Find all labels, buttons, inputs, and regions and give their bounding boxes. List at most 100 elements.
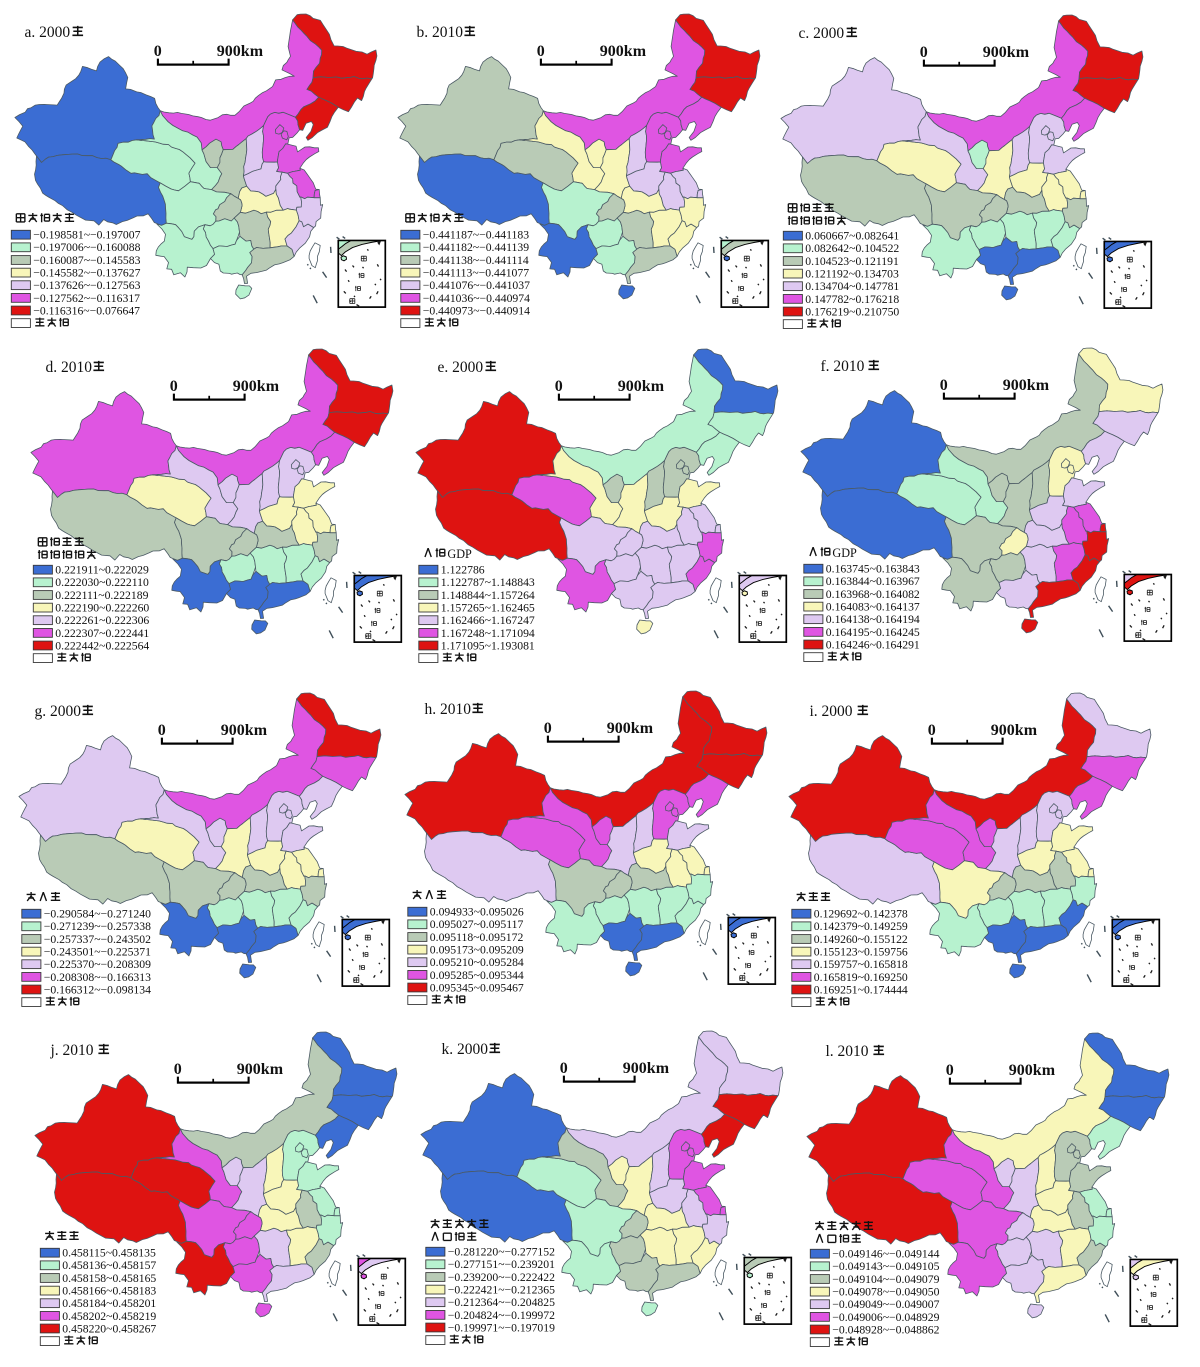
svg-text:0.159757~0.165818: 0.159757~0.165818 xyxy=(814,958,908,971)
svg-text:0.164083~0.164137: 0.164083~0.164137 xyxy=(826,601,920,614)
svg-text:−0.145582~−0.137627: −0.145582~−0.137627 xyxy=(33,267,140,280)
svg-text:−0.441187~−0.441183: −0.441187~−0.441183 xyxy=(423,229,529,242)
svg-text:0: 0 xyxy=(920,44,928,61)
svg-text:1.167248~1.171094: 1.167248~1.171094 xyxy=(441,627,535,640)
svg-text:−0.137626~−0.127563: −0.137626~−0.127563 xyxy=(33,279,140,292)
svg-text:0: 0 xyxy=(537,43,545,60)
svg-text:h. 2010: h. 2010 xyxy=(425,701,472,718)
svg-text:900km: 900km xyxy=(991,722,1038,739)
svg-text:−0.271239~−0.257338: −0.271239~−0.257338 xyxy=(44,920,151,933)
svg-text:0.222261~0.222306: 0.222261~0.222306 xyxy=(55,614,149,627)
svg-text:0.149260~0.155122: 0.149260~0.155122 xyxy=(814,933,908,946)
svg-text:−0.441138~−0.441114: −0.441138~−0.441114 xyxy=(423,254,529,267)
svg-text:0.458220~0.458267: 0.458220~0.458267 xyxy=(62,1322,156,1335)
svg-text:−0.441076~−0.441037: −0.441076~−0.441037 xyxy=(423,279,530,292)
svg-text:0: 0 xyxy=(555,378,563,395)
svg-text:−0.049146~−0.049144: −0.049146~−0.049144 xyxy=(832,1248,939,1261)
svg-text:−0.197006~−0.160088: −0.197006~−0.160088 xyxy=(33,241,140,254)
svg-text:0.458166~0.458183: 0.458166~0.458183 xyxy=(62,1285,156,1298)
svg-text:0: 0 xyxy=(940,377,948,394)
svg-text:f. 2010: f. 2010 xyxy=(821,358,865,375)
svg-text:900km: 900km xyxy=(983,44,1030,61)
svg-text:0.060667~0.082641: 0.060667~0.082641 xyxy=(805,230,899,243)
svg-text:0: 0 xyxy=(946,1062,954,1079)
svg-text:0.163968~0.164082: 0.163968~0.164082 xyxy=(826,588,920,601)
svg-text:−0.441113~−0.441077: −0.441113~−0.441077 xyxy=(423,267,529,280)
svg-text:−0.204824~−0.199972: −0.204824~−0.199972 xyxy=(448,1309,555,1322)
svg-text:900km: 900km xyxy=(221,722,268,739)
svg-text:0.095345~0.095467: 0.095345~0.095467 xyxy=(430,981,524,994)
svg-text:−0.239200~−0.222422: −0.239200~−0.222422 xyxy=(448,1271,555,1284)
svg-text:0.142379~0.149259: 0.142379~0.149259 xyxy=(814,920,908,933)
svg-text:0.222190~0.222260: 0.222190~0.222260 xyxy=(55,602,149,615)
svg-text:0.164195~0.164245: 0.164195~0.164245 xyxy=(826,626,920,639)
svg-text:−0.257337~−0.243502: −0.257337~−0.243502 xyxy=(44,933,151,946)
svg-text:0.095118~0.095172: 0.095118~0.095172 xyxy=(430,931,524,944)
svg-text:0.165819~0.169250: 0.165819~0.169250 xyxy=(814,971,908,984)
svg-text:900km: 900km xyxy=(237,1061,284,1078)
svg-text:j. 2010: j. 2010 xyxy=(50,1042,94,1059)
svg-text:l. 2010: l. 2010 xyxy=(826,1043,869,1060)
svg-text:0.095173~0.095209: 0.095173~0.095209 xyxy=(430,944,524,957)
svg-text:−0.441036~−0.440974: −0.441036~−0.440974 xyxy=(423,292,530,305)
svg-text:−0.212364~−0.204825: −0.212364~−0.204825 xyxy=(448,1296,555,1309)
svg-text:b. 2010: b. 2010 xyxy=(417,24,464,41)
svg-text:0.458158~0.458165: 0.458158~0.458165 xyxy=(62,1272,156,1285)
svg-text:−0.222421~−0.212365: −0.222421~−0.212365 xyxy=(448,1284,555,1297)
svg-text:0.222442~0.222564: 0.222442~0.222564 xyxy=(55,639,149,652)
svg-text:i. 2000: i. 2000 xyxy=(810,703,853,720)
svg-text:0.176219~0.210750: 0.176219~0.210750 xyxy=(805,305,899,318)
svg-text:a. 2000: a. 2000 xyxy=(25,24,71,41)
svg-text:0.458136~0.458157: 0.458136~0.458157 xyxy=(62,1259,156,1272)
svg-text:0.163844~0.163967: 0.163844~0.163967 xyxy=(826,575,920,588)
svg-text:900km: 900km xyxy=(217,43,264,60)
svg-text:900km: 900km xyxy=(623,1060,670,1077)
svg-text:0.164246~0.164291: 0.164246~0.164291 xyxy=(826,638,920,651)
svg-text:0.222111~0.222189: 0.222111~0.222189 xyxy=(55,589,148,602)
svg-text:0.458202~0.458219: 0.458202~0.458219 xyxy=(62,1310,156,1323)
svg-text:0.095027~0.095117: 0.095027~0.095117 xyxy=(430,918,524,931)
svg-text:d. 2010: d. 2010 xyxy=(46,359,93,376)
svg-text:−0.277151~−0.239201: −0.277151~−0.239201 xyxy=(448,1258,555,1271)
svg-text:0: 0 xyxy=(928,722,936,739)
svg-text:0: 0 xyxy=(174,1061,182,1078)
svg-text:0: 0 xyxy=(158,722,166,739)
svg-text:0: 0 xyxy=(544,720,552,737)
svg-text:−0.441182~−0.441139: −0.441182~−0.441139 xyxy=(423,241,529,254)
svg-text:−0.049078~−0.049050: −0.049078~−0.049050 xyxy=(832,1286,939,1299)
svg-text:c. 2000: c. 2000 xyxy=(799,25,845,42)
svg-text:−0.049104~−0.049079: −0.049104~−0.049079 xyxy=(832,1273,939,1286)
svg-text:0.458115~0.458135: 0.458115~0.458135 xyxy=(62,1247,156,1260)
svg-text:900km: 900km xyxy=(607,720,654,737)
svg-text:0.458184~0.458201: 0.458184~0.458201 xyxy=(62,1297,156,1310)
svg-text:1.157265~1.162465: 1.157265~1.162465 xyxy=(441,602,535,615)
svg-text:900km: 900km xyxy=(600,43,647,60)
svg-text:−0.160087~−0.145583: −0.160087~−0.145583 xyxy=(33,254,140,267)
svg-text:0.222030~0.222110: 0.222030~0.222110 xyxy=(55,576,149,589)
svg-text:GDP: GDP xyxy=(832,546,857,560)
svg-text:−0.048928~−0.048862: −0.048928~−0.048862 xyxy=(832,1323,939,1336)
svg-text:−0.166312~−0.098134: −0.166312~−0.098134 xyxy=(44,983,151,996)
svg-text:1.171095~1.193081: 1.171095~1.193081 xyxy=(441,639,535,652)
svg-text:900km: 900km xyxy=(1009,1062,1056,1079)
svg-text:0.221911~0.222029: 0.221911~0.222029 xyxy=(55,564,149,577)
svg-text:0.155123~0.159756: 0.155123~0.159756 xyxy=(814,946,908,959)
svg-text:0.082642~0.104522: 0.082642~0.104522 xyxy=(805,242,899,255)
svg-text:0.129692~0.142378: 0.129692~0.142378 xyxy=(814,908,908,921)
svg-text:0.094933~0.095026: 0.094933~0.095026 xyxy=(430,906,524,919)
svg-text:−0.049143~−0.049105: −0.049143~−0.049105 xyxy=(832,1260,939,1273)
svg-text:−0.208308~−0.166313: −0.208308~−0.166313 xyxy=(44,971,151,984)
svg-text:0.121192~0.134703: 0.121192~0.134703 xyxy=(805,268,899,281)
svg-text:−0.225370~−0.208309: −0.225370~−0.208309 xyxy=(44,958,151,971)
svg-text:0: 0 xyxy=(560,1060,568,1077)
svg-text:1.122786: 1.122786 xyxy=(441,564,485,577)
svg-text:0.147782~0.176218: 0.147782~0.176218 xyxy=(805,293,899,306)
svg-text:GDP: GDP xyxy=(447,547,472,561)
svg-text:0.169251~0.174444: 0.169251~0.174444 xyxy=(814,983,908,996)
svg-text:0.134704~0.147781: 0.134704~0.147781 xyxy=(805,280,899,293)
svg-text:−0.198581~−0.197007: −0.198581~−0.197007 xyxy=(33,229,140,242)
svg-text:0.095285~0.095344: 0.095285~0.095344 xyxy=(430,969,524,982)
svg-text:0.104523~0.121191: 0.104523~0.121191 xyxy=(805,255,899,268)
svg-text:−0.049049~−0.049007: −0.049049~−0.049007 xyxy=(832,1298,939,1311)
svg-text:1.162466~1.167247: 1.162466~1.167247 xyxy=(441,614,535,627)
